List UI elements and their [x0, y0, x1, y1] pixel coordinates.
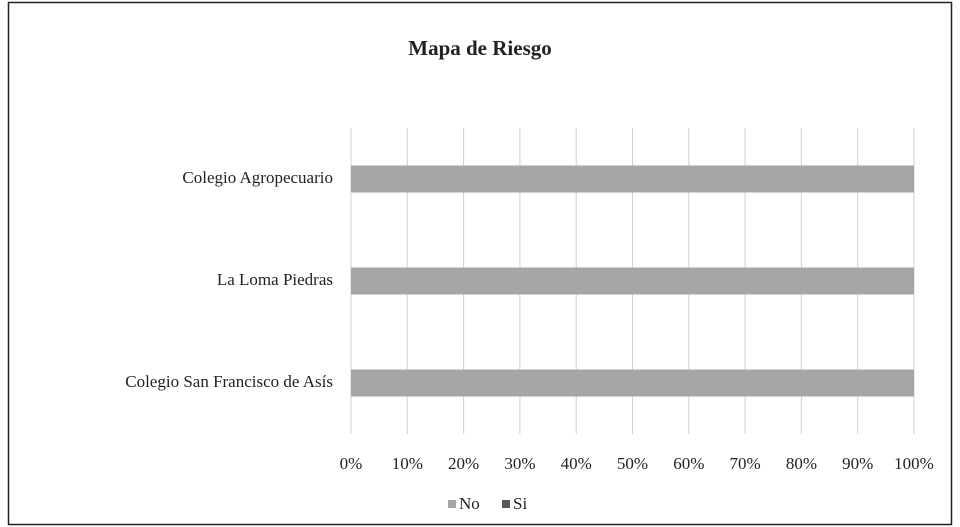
legend-label: No: [459, 494, 480, 513]
bar: [351, 165, 914, 193]
y-tick-label: Colegio Agropecuario: [182, 168, 333, 187]
x-tick-label: 80%: [786, 454, 817, 473]
chart-title: Mapa de Riesgo: [408, 36, 552, 60]
bar: [351, 369, 914, 397]
x-tick-label: 30%: [504, 454, 535, 473]
x-tick-label: 10%: [392, 454, 423, 473]
x-tick-label: 40%: [561, 454, 592, 473]
legend-label: Si: [513, 494, 527, 513]
y-tick-label: La Loma Piedras: [217, 270, 333, 289]
y-tick-label: Colegio San Francisco de Asís: [125, 372, 333, 391]
legend-swatch: [502, 500, 510, 508]
x-tick-label: 70%: [730, 454, 761, 473]
bar: [351, 267, 914, 295]
x-tick-label: 90%: [842, 454, 873, 473]
x-tick-label: 50%: [617, 454, 648, 473]
x-tick-label: 100%: [894, 454, 934, 473]
x-tick-label: 20%: [448, 454, 479, 473]
x-tick-label: 0%: [340, 454, 363, 473]
legend-swatch: [448, 500, 456, 508]
x-tick-label: 60%: [673, 454, 704, 473]
chart-border: [7, 1, 953, 526]
